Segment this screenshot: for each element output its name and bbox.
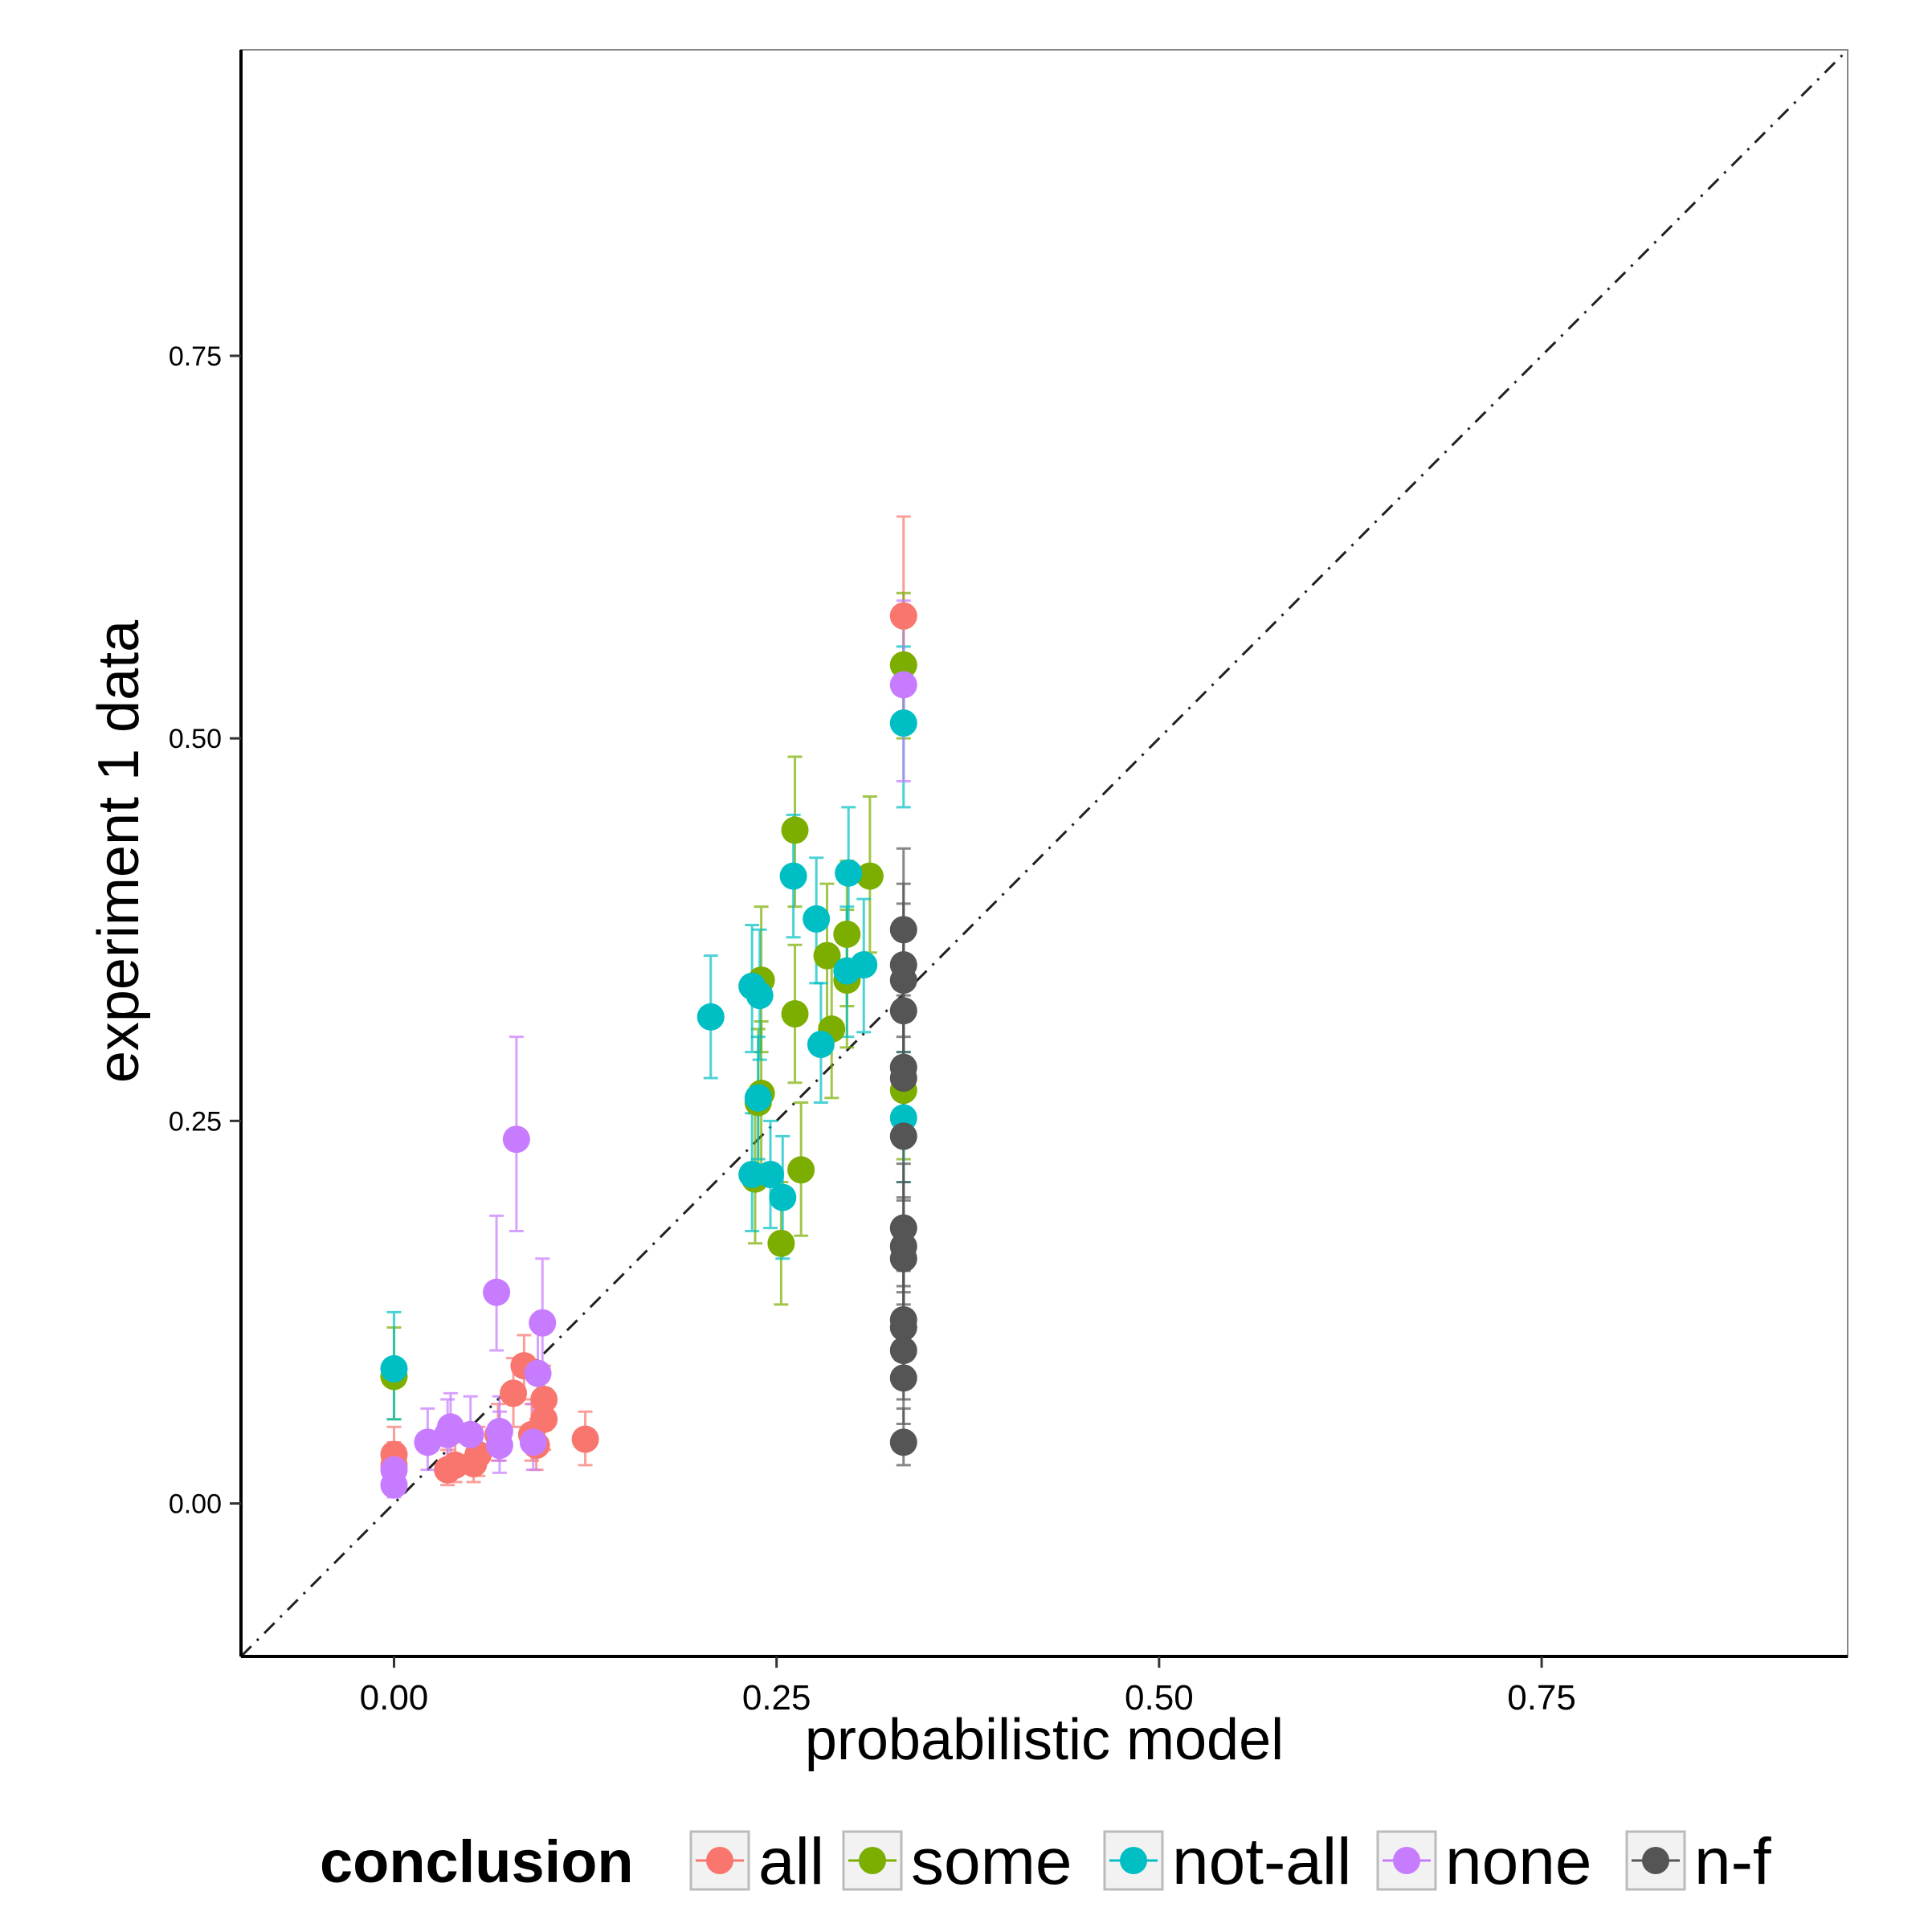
data-point-none <box>483 1278 511 1306</box>
y-axis-ticks: 0.00 0.25 0.50 0.75 <box>169 341 241 1520</box>
data-point-none <box>502 1125 530 1154</box>
data-point-none <box>519 1428 547 1456</box>
legend-label-none: none <box>1445 1825 1591 1898</box>
legend-label-not-all: not-all <box>1172 1825 1351 1898</box>
y-tick-label: 0.75 <box>169 341 222 372</box>
legend: conclusion all some not-all none n-f <box>320 1825 1771 1898</box>
data-point-n-f <box>889 1064 917 1092</box>
data-point-not-all <box>807 1031 835 1059</box>
data-point-n-f <box>889 1244 917 1272</box>
data-point-not-all <box>757 1161 785 1188</box>
data-point-n-f <box>889 1122 917 1150</box>
data-point-not-all <box>835 859 863 887</box>
data-point-some <box>813 941 841 970</box>
data-point-not-all <box>803 905 831 933</box>
data-point-none <box>524 1359 552 1387</box>
data-point-not-all <box>850 951 878 979</box>
data-point-n-f <box>889 1337 917 1365</box>
legend-item-not-all: not-all <box>1103 1825 1351 1898</box>
x-tick-label: 0.75 <box>1507 1678 1576 1718</box>
legend-label-n-f: n-f <box>1694 1825 1771 1898</box>
data-point-some <box>889 651 917 679</box>
plot-marks <box>241 50 1848 1656</box>
legend-label-all: all <box>758 1825 824 1898</box>
data-point-n-f <box>889 997 917 1025</box>
x-tick-label: 0.25 <box>742 1678 811 1718</box>
data-point-none <box>485 1418 513 1445</box>
data-points <box>380 602 917 1499</box>
data-point-n-f <box>889 1428 917 1456</box>
x-axis-ticks: 0.00 0.25 0.50 0.75 <box>360 1656 1576 1718</box>
data-point-all <box>500 1379 528 1407</box>
data-point-not-all <box>744 1084 772 1112</box>
data-point-not-all <box>779 862 807 890</box>
legend-title: conclusion <box>320 1828 634 1895</box>
y-tick-label: 0.00 <box>169 1489 222 1520</box>
legend-item-none: none <box>1376 1825 1591 1898</box>
legend-key-point <box>859 1847 886 1874</box>
data-point-none <box>889 671 917 699</box>
data-point-n-f <box>889 966 917 995</box>
legend-key-point <box>1393 1847 1420 1874</box>
data-point-none <box>529 1309 557 1337</box>
data-point-none <box>456 1420 484 1448</box>
data-point-all <box>530 1386 558 1413</box>
plot-frame <box>239 49 1848 1658</box>
x-tick-label: 0.50 <box>1125 1678 1194 1718</box>
data-point-n-f <box>889 916 917 944</box>
data-point-some <box>781 816 809 844</box>
x-axis-label: probabilistic model <box>805 1708 1284 1772</box>
legend-item-some: some <box>842 1825 1072 1898</box>
data-point-not-all <box>380 1354 408 1383</box>
data-point-not-all <box>769 1183 797 1211</box>
data-point-all <box>889 602 917 630</box>
legend-item-all: all <box>689 1825 824 1898</box>
data-point-some <box>833 920 861 948</box>
legend-key-point <box>706 1847 733 1874</box>
legend-label-some: some <box>911 1825 1072 1898</box>
data-point-none <box>380 1471 408 1499</box>
data-point-some <box>856 862 884 890</box>
data-point-n-f <box>889 1313 917 1342</box>
x-tick-label: 0.00 <box>360 1678 429 1718</box>
data-point-all <box>571 1425 599 1453</box>
data-point-n-f <box>889 1364 917 1392</box>
legend-key-point <box>1120 1847 1147 1874</box>
data-point-some <box>767 1229 795 1257</box>
data-point-not-all <box>889 709 917 737</box>
data-point-not-all <box>745 982 774 1010</box>
data-point-some <box>787 1156 815 1184</box>
data-point-not-all <box>696 1003 725 1031</box>
y-axis-label: experiment 1 data <box>87 619 151 1083</box>
y-tick-label: 0.50 <box>169 724 222 754</box>
legend-item-n-f: n-f <box>1625 1825 1771 1898</box>
data-point-some <box>781 1000 809 1027</box>
y-tick-label: 0.25 <box>169 1106 222 1137</box>
legend-key-point <box>1642 1847 1669 1874</box>
